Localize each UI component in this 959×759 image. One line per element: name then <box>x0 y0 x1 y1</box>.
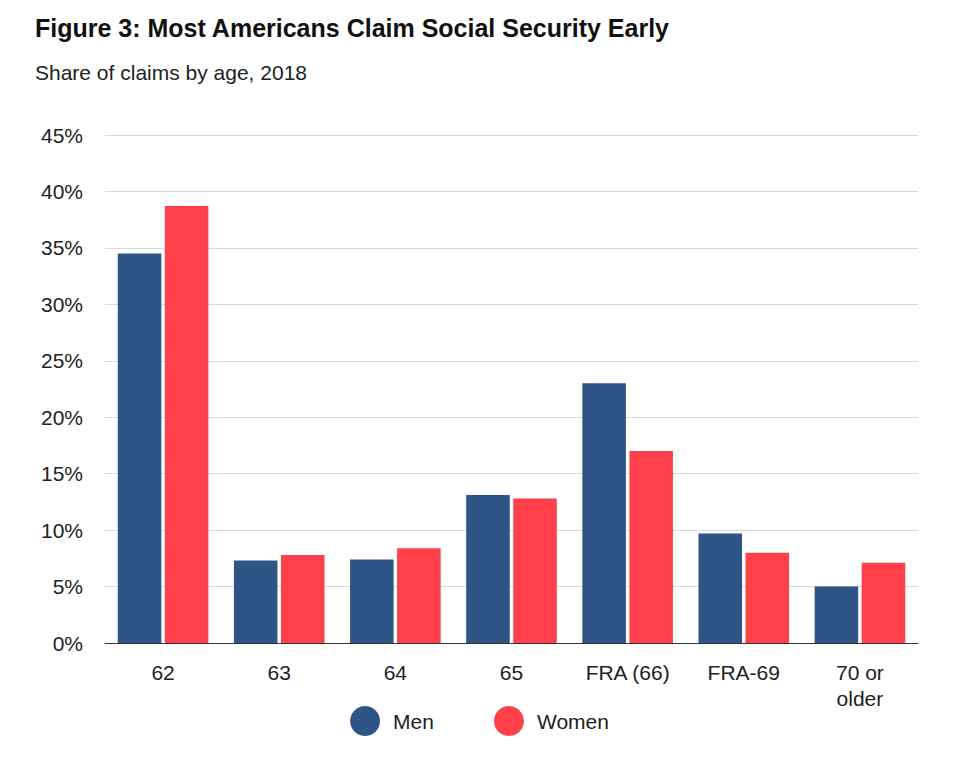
svg-text:Share of claims by age, 2018: Share of claims by age, 2018 <box>35 61 307 84</box>
svg-text:25%: 25% <box>41 349 83 372</box>
svg-text:FRA (66): FRA (66) <box>586 661 670 684</box>
svg-text:Figure 3: Most Americans Claim: Figure 3: Most Americans Claim Social Se… <box>35 14 669 42</box>
svg-text:older: older <box>837 687 884 710</box>
svg-text:5%: 5% <box>53 575 83 598</box>
svg-text:70 or: 70 or <box>836 661 884 684</box>
svg-text:65: 65 <box>500 661 523 684</box>
svg-text:Men: Men <box>393 710 434 733</box>
svg-text:30%: 30% <box>41 293 83 316</box>
svg-text:62: 62 <box>151 661 174 684</box>
svg-text:FRA-69: FRA-69 <box>708 661 780 684</box>
svg-text:63: 63 <box>268 661 291 684</box>
svg-text:45%: 45% <box>41 124 83 147</box>
svg-text:0%: 0% <box>53 632 83 655</box>
svg-text:40%: 40% <box>41 180 83 203</box>
svg-text:Women: Women <box>537 710 609 733</box>
svg-text:10%: 10% <box>41 519 83 542</box>
svg-text:15%: 15% <box>41 462 83 485</box>
svg-text:35%: 35% <box>41 236 83 259</box>
svg-text:64: 64 <box>384 661 408 684</box>
svg-text:20%: 20% <box>41 406 83 429</box>
